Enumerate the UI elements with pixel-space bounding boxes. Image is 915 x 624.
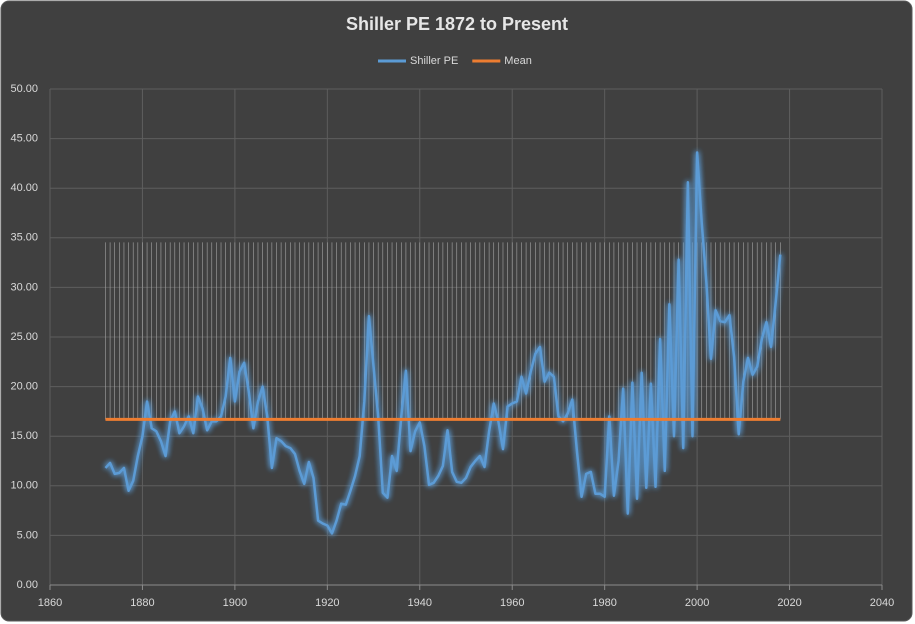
y-tick-label: 35.00	[10, 232, 38, 244]
legend-label: Mean	[504, 55, 532, 67]
x-tick-label: 2020	[777, 597, 801, 609]
x-tick-label: 2040	[870, 597, 894, 609]
chart-title: Shiller PE 1872 to Present	[346, 14, 568, 34]
y-tick-label: 45.00	[10, 133, 38, 145]
y-tick-label: 30.00	[10, 281, 38, 293]
x-tick-label: 2000	[685, 597, 709, 609]
x-tick-label: 1920	[315, 597, 339, 609]
y-tick-label: 50.00	[10, 83, 38, 95]
x-tick-label: 1960	[500, 597, 524, 609]
y-tick-label: 0.00	[17, 579, 38, 591]
legend-label: Shiller PE	[410, 55, 458, 67]
y-tick-label: 25.00	[10, 331, 38, 343]
x-tick-label: 1940	[408, 597, 432, 609]
x-tick-label: 1880	[130, 597, 154, 609]
y-tick-label: 40.00	[10, 182, 38, 194]
y-tick-label: 10.00	[10, 480, 38, 492]
x-tick-label: 1900	[223, 597, 247, 609]
x-tick-label: 1980	[592, 597, 616, 609]
y-tick-label: 20.00	[10, 381, 38, 393]
x-tick-label: 1860	[38, 597, 62, 609]
y-tick-label: 15.00	[10, 430, 38, 442]
y-tick-label: 5.00	[17, 529, 38, 541]
